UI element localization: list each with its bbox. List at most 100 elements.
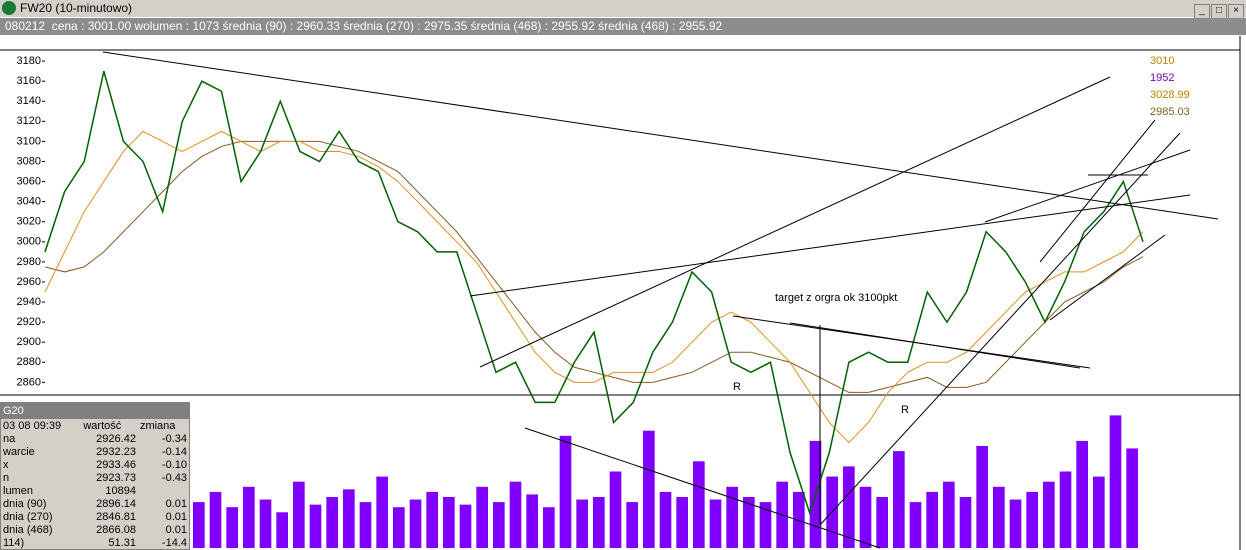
cell-value: 2926.42	[96, 432, 136, 445]
trend-line	[819, 132, 1181, 526]
cell-value: 10894	[105, 484, 136, 497]
trend-line	[469, 194, 1191, 297]
volume-bar	[526, 494, 538, 548]
cell-value: 2923.73	[96, 471, 136, 484]
volume-bar	[409, 499, 422, 548]
y-tick-label: 2940	[17, 296, 41, 308]
data-panel: G20 03 08 09:39 wartość zmiana na 2926.42 -0.…	[0, 402, 190, 550]
volume-bar	[209, 491, 222, 548]
volume-bar	[859, 486, 872, 548]
volume-bar	[426, 491, 438, 548]
data-row: dnia (468) 2866.08 0.01	[1, 523, 189, 536]
cell-label: warcie	[3, 445, 35, 458]
volume-bar	[359, 502, 372, 548]
volume-bar	[626, 502, 638, 548]
price-line	[44, 130, 1144, 444]
chart-bg	[0, 36, 1246, 550]
y-tick-label: 3080	[17, 155, 41, 167]
volume-bar	[543, 507, 555, 548]
trend-lines	[102, 51, 1219, 549]
volume-bar	[893, 451, 905, 548]
cell-label: na	[3, 432, 16, 445]
volume-bar	[743, 497, 755, 548]
volume-bar	[959, 497, 972, 548]
volume-bar	[259, 499, 272, 548]
volume-bar	[943, 481, 955, 548]
header-row: 03 08 09:39 wartość zmiana	[1, 419, 189, 432]
data-row: x 2933.46 -0.10	[1, 458, 189, 471]
app-icon	[2, 1, 16, 15]
cell-label: x	[3, 458, 9, 471]
volume-bar	[759, 502, 772, 548]
volume-bar	[1093, 476, 1105, 548]
volume-bar	[659, 491, 672, 548]
volume-bar	[643, 430, 655, 548]
minimize[interactable]: _	[1194, 4, 1210, 19]
indicator-value: 3028.99	[1150, 89, 1190, 101]
trend-line	[479, 76, 1111, 368]
trend-line	[984, 149, 1191, 223]
volume-bar	[276, 512, 288, 548]
cell-value: -0.34	[161, 432, 187, 445]
volume-bar	[709, 499, 722, 548]
title-bar: FW20 (10-minutowo) _ □ ×	[0, 0, 1246, 19]
trend-line	[789, 322, 1081, 369]
data-row: dnia (90) 2896.14 0.01	[1, 497, 189, 510]
volume-bar	[226, 507, 238, 548]
volume-bar	[559, 435, 572, 548]
volume-bar	[726, 486, 738, 548]
volume-bar	[593, 497, 605, 548]
window-buttons: _ □ ×	[1193, 1, 1244, 19]
cell-value: -14.4	[161, 536, 187, 549]
volume-bar	[293, 481, 305, 548]
volume-bar	[1109, 415, 1122, 548]
cell-label: dnia (468)	[3, 523, 53, 536]
close[interactable]: ×	[1228, 4, 1244, 19]
data-row: 114) 51.31 -14.4	[1, 536, 189, 549]
data-row: warcie 2932.23 -0.14	[1, 445, 189, 458]
volume-bar	[1076, 440, 1088, 548]
y-tick-label: 2860	[17, 376, 41, 388]
data-row: n 2923.73 -0.43	[1, 471, 189, 484]
y-tick-label: 2900	[17, 336, 41, 348]
cell-value: -0.10	[161, 458, 187, 471]
volume-bar	[1043, 481, 1055, 548]
volume-bar	[459, 504, 472, 548]
window-title: FW20 (10-minutowo)	[20, 1, 133, 15]
y-tick-label: 3160	[17, 75, 41, 87]
cell-value: 0.01	[165, 510, 187, 523]
volume-bar	[793, 491, 805, 548]
y-tick-label: 2980	[17, 256, 41, 268]
volume-bar	[309, 504, 322, 548]
cell-value: 2896.14	[96, 497, 136, 510]
y-tick-label: 3100	[17, 135, 41, 147]
volume-bar	[993, 486, 1005, 548]
y-tick-label: 3140	[17, 95, 41, 107]
trend-line	[1049, 234, 1166, 321]
volume-bar	[476, 486, 488, 548]
date: 03 08 09:39	[3, 419, 62, 432]
volume-bar	[393, 507, 405, 548]
data-row: lumen 10894	[1, 484, 189, 497]
cell-value: 0.01	[165, 523, 187, 536]
volume-bar	[326, 497, 338, 548]
y-tick-label: 3180	[17, 55, 41, 67]
volume-bar	[1009, 499, 1022, 548]
cell-value	[138, 484, 189, 497]
cell-label: dnia (90)	[3, 497, 47, 510]
volume-bar	[676, 497, 688, 548]
volume-bar	[509, 481, 522, 548]
panel-title: G20	[1, 403, 189, 419]
volume-bar	[976, 446, 988, 548]
cell-value: -0.14	[161, 445, 187, 458]
column-header: zmiana	[139, 419, 176, 432]
indicator-value: 2985.03	[1150, 106, 1190, 118]
volume-bar	[693, 461, 705, 548]
volume-bar	[1126, 448, 1138, 548]
volume-bar	[243, 486, 255, 548]
y-tick-label: 3060	[17, 175, 41, 187]
volume-bar	[1026, 491, 1038, 548]
cell-label: n	[3, 471, 10, 484]
trend-line	[102, 51, 1219, 220]
